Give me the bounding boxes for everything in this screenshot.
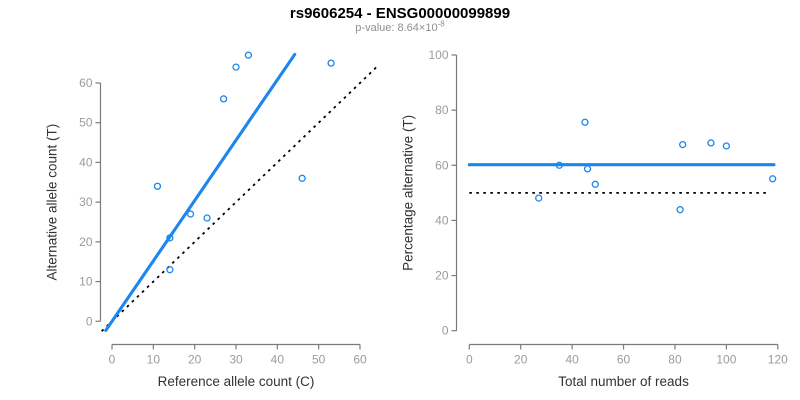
y-tick-label: 100 xyxy=(428,48,448,62)
y-tick-label: 40 xyxy=(79,155,93,169)
y-tick-label: 20 xyxy=(435,269,449,283)
y-tick-label: 20 xyxy=(79,235,93,249)
data-point xyxy=(583,165,592,173)
p-value-text: p-value: 8.64×10 xyxy=(355,22,438,34)
x-tick-label: 20 xyxy=(188,353,202,367)
y-tick-label: 0 xyxy=(86,314,93,328)
data-point xyxy=(591,180,599,188)
x-tick-label: 20 xyxy=(514,353,528,367)
data-point xyxy=(298,174,306,182)
x-tick-label: 80 xyxy=(668,353,682,367)
y-tick-label: 80 xyxy=(435,103,449,117)
fit-line xyxy=(104,52,297,332)
x-tick-label: 40 xyxy=(565,353,579,367)
figure-title: rs9606254 - ENSG00000099899 xyxy=(289,5,511,22)
right-scatter-plot: 0 20 40 60 80 100 0 20 40 60 80 100 120 Total number … xyxy=(401,48,789,389)
x-axis-label: Reference allele count (C) xyxy=(158,374,315,389)
data-point xyxy=(581,118,589,126)
x-tick-label: 60 xyxy=(617,353,631,367)
y-tick-label: 40 xyxy=(435,213,449,227)
x-tick-label: 40 xyxy=(271,353,285,367)
x-tick-label: 120 xyxy=(768,353,788,367)
data-point xyxy=(166,266,174,274)
x-tick-label: 30 xyxy=(229,353,243,367)
data-point xyxy=(166,234,174,242)
data-point xyxy=(535,194,543,202)
x-tick-label: 10 xyxy=(147,353,161,367)
data-point xyxy=(203,214,211,222)
y-tick-label: 60 xyxy=(79,76,93,90)
y-tick-label: 10 xyxy=(79,275,93,289)
data-point xyxy=(555,161,563,169)
x-axis-label: Total number of reads xyxy=(558,374,689,389)
data-point xyxy=(244,51,253,59)
x-tick-label: 100 xyxy=(716,353,736,367)
x-tick-label: 50 xyxy=(312,353,326,367)
figure-subtitle: p-value: 8.64×10-8 xyxy=(0,19,800,34)
data-point xyxy=(676,206,684,214)
data-point xyxy=(232,63,240,71)
left-scatter-plot: 0 10 20 30 40 50 60 0 10 20 30 40 50 60 Reference alle… xyxy=(45,51,380,389)
y-tick-label: 60 xyxy=(435,158,449,172)
data-point xyxy=(769,175,777,183)
data-point xyxy=(722,142,731,150)
data-point xyxy=(707,139,715,147)
p-value-exponent: -8 xyxy=(437,19,445,29)
data-point xyxy=(219,95,228,103)
y-tick-label: 50 xyxy=(79,116,93,130)
reference-line xyxy=(101,64,380,332)
x-tick-label: 0 xyxy=(109,353,116,367)
y-axis-label: Alternative allele count (T) xyxy=(45,124,60,281)
x-tick-label: 60 xyxy=(353,353,367,367)
y-tick-label: 0 xyxy=(442,324,449,338)
data-point xyxy=(186,210,195,218)
data-point xyxy=(679,140,687,149)
data-point xyxy=(153,182,162,190)
data-point xyxy=(327,59,335,67)
y-tick-label: 30 xyxy=(79,195,93,209)
x-tick-label: 0 xyxy=(466,353,473,367)
y-axis-label: Percentage alternative (T) xyxy=(401,115,416,271)
